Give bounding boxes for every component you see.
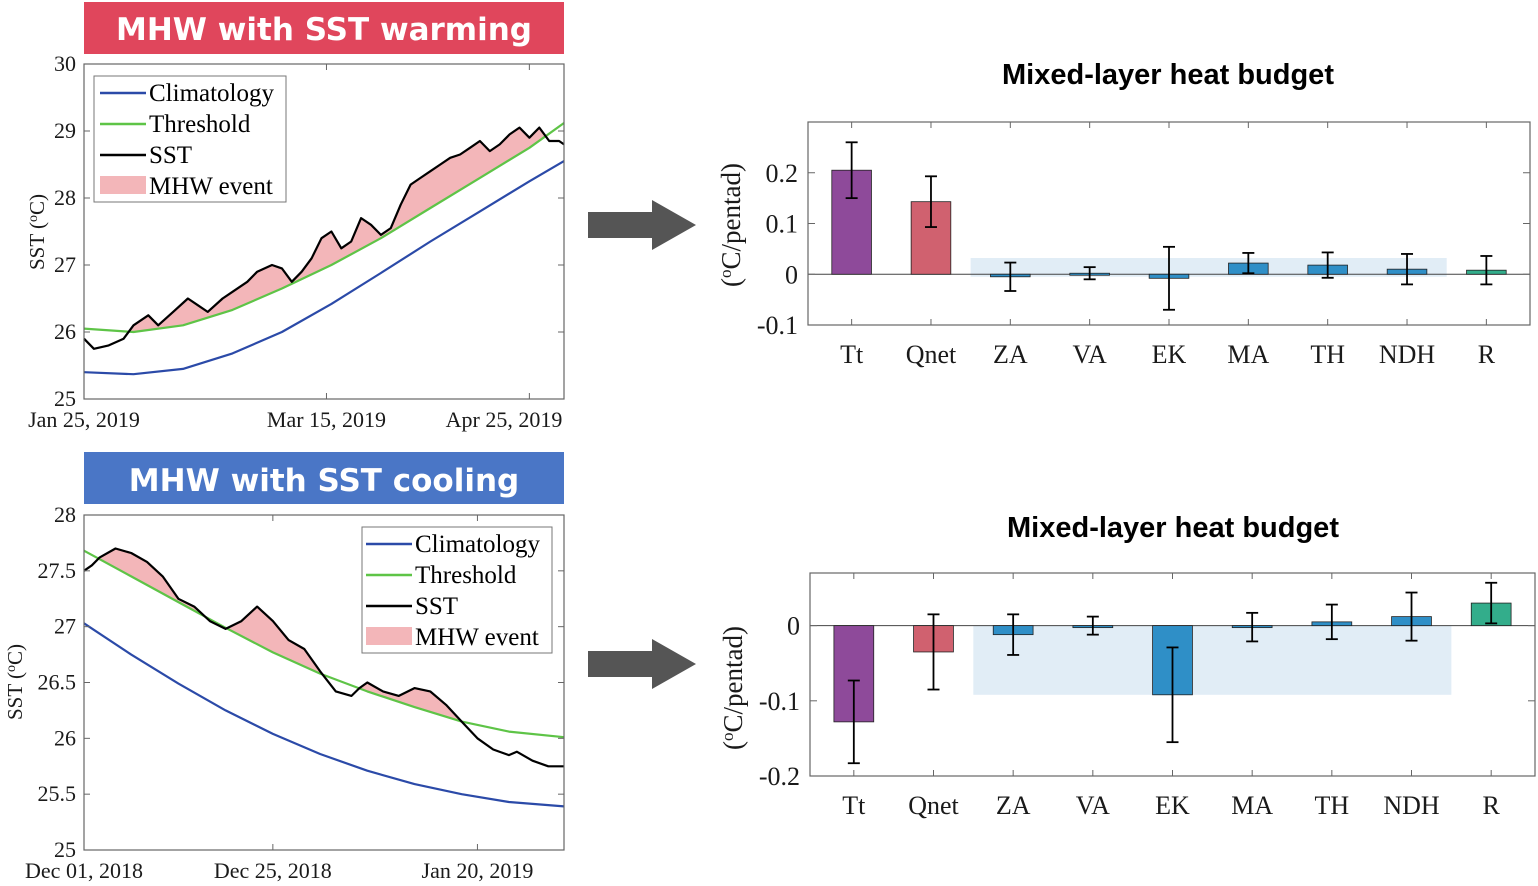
sst-line bbox=[83, 126, 565, 350]
warming-axes-box bbox=[83, 63, 565, 400]
warming-budget-y-axis-label: (oC/pentad) bbox=[716, 163, 747, 287]
category-label: NDH bbox=[1379, 340, 1436, 369]
legend-label-mhw-event: MHW event bbox=[149, 173, 273, 200]
x-tick-label: Dec 01, 2018 bbox=[25, 858, 143, 883]
x-tick-label: Apr 25, 2019 bbox=[446, 407, 563, 432]
y-tick-label: -0.2 bbox=[759, 762, 800, 791]
legend-label-climatology: Climatology bbox=[149, 80, 275, 107]
warming-budget-title: Mixed-layer heat budget bbox=[1002, 59, 1334, 91]
y-tick-label: 28 bbox=[54, 185, 76, 210]
y-tick-label: 25 bbox=[54, 386, 76, 411]
y-tick-label: 26.5 bbox=[38, 670, 77, 695]
legend-label-climatology: Climatology bbox=[415, 531, 541, 558]
warming-budget-y-ticks: -0.1 0 0.1 0.2 bbox=[757, 159, 1530, 340]
category-label: VA bbox=[1076, 791, 1110, 820]
warming-banner bbox=[84, 2, 564, 54]
warming-budget-panel: Mixed-layer heat budget -0.1 0 0.1 0.2 Tt Qn… bbox=[716, 59, 1531, 369]
y-tick-label: 29 bbox=[54, 118, 76, 143]
warming-banner-text: MHW with SST warming bbox=[116, 12, 532, 48]
warming-budget-plot-area bbox=[808, 141, 1530, 311]
cooling-y-ticks: 25 25.5 26 26.5 27 27.5 28 bbox=[38, 502, 564, 862]
category-label: TH bbox=[1315, 791, 1350, 820]
y-tick-label: 28 bbox=[54, 502, 76, 527]
category-label: Qnet bbox=[908, 791, 959, 820]
y-tick-label: -0.1 bbox=[757, 311, 798, 340]
cooling-budget-panel: Mixed-layer heat budget -0.2 -0.1 0 Tt Qnet… bbox=[718, 512, 1536, 820]
category-label: Qnet bbox=[906, 340, 957, 369]
legend-label-sst: SST bbox=[149, 142, 192, 169]
warming-budget-categories: Tt Qnet ZA VA EK MA TH NDH R bbox=[840, 122, 1496, 369]
cooling-panel: MHW with SST cooling 2525.52626.52727.52… bbox=[3, 452, 565, 883]
y-tick-label: 0.1 bbox=[766, 210, 799, 239]
arrow-right-icon bbox=[588, 639, 696, 689]
cooling-budget-title: Mixed-layer heat budget bbox=[1007, 512, 1339, 544]
legend-label-threshold: Threshold bbox=[415, 562, 517, 589]
category-label: Tt bbox=[840, 340, 864, 369]
x-tick-label: Dec 25, 2018 bbox=[214, 858, 332, 883]
y-tick-label: 26 bbox=[54, 319, 76, 344]
legend-label-sst: SST bbox=[415, 593, 458, 620]
x-tick-label: Mar 15, 2019 bbox=[267, 407, 386, 432]
cooling-budget-y-axis-label: (oC/pentad) bbox=[718, 626, 749, 750]
y-tick-label: 27 bbox=[54, 614, 76, 639]
arrow-right-icon bbox=[588, 200, 696, 250]
y-tick-label: 27.5 bbox=[38, 558, 77, 583]
x-tick-label: Jan 20, 2019 bbox=[422, 858, 534, 883]
category-label: EK bbox=[1155, 791, 1190, 820]
cooling-banner-text: MHW with SST cooling bbox=[129, 463, 519, 499]
warming-plot-area bbox=[83, 122, 565, 376]
shaded-band bbox=[973, 625, 1452, 695]
y-tick-label: 0 bbox=[787, 612, 800, 641]
threshold-line bbox=[83, 122, 565, 334]
legend-label-mhw-event: MHW event bbox=[415, 624, 539, 651]
cooling-plot-area bbox=[83, 547, 565, 808]
climatology-line bbox=[83, 622, 565, 808]
y-tick-label: -0.1 bbox=[759, 687, 800, 716]
legend-label-threshold: Threshold bbox=[149, 111, 251, 138]
y-tick-label: 30 bbox=[54, 51, 76, 76]
cooling-x-ticks: Dec 01, 2018 Dec 25, 2018 Jan 20, 2019 bbox=[25, 515, 533, 883]
category-label: NDH bbox=[1383, 791, 1440, 820]
category-label: TH bbox=[1310, 340, 1345, 369]
cooling-banner bbox=[84, 452, 564, 504]
category-label: Tt bbox=[842, 791, 866, 820]
warming-legend: Climatology Threshold SST MHW event bbox=[93, 75, 287, 203]
y-tick-label: 26 bbox=[54, 725, 76, 750]
category-label: ZA bbox=[996, 791, 1031, 820]
y-tick-label: 25 bbox=[54, 837, 76, 862]
sst-line bbox=[83, 547, 564, 768]
mhw-event-area bbox=[99, 548, 205, 617]
category-label: ZA bbox=[993, 340, 1028, 369]
cooling-budget-plot-area bbox=[810, 581, 1535, 765]
threshold-line bbox=[83, 549, 565, 739]
category-label: R bbox=[1483, 791, 1501, 820]
y-tick-label: 25.5 bbox=[38, 781, 77, 806]
x-tick-label: Jan 25, 2019 bbox=[28, 407, 140, 432]
category-label: EK bbox=[1152, 340, 1187, 369]
category-label: MA bbox=[1227, 340, 1269, 369]
legend-swatch-mhw-event bbox=[366, 627, 412, 645]
cooling-y-axis-label: SST (oC) bbox=[3, 644, 27, 720]
cooling-legend: Climatology Threshold SST MHW event bbox=[361, 526, 553, 654]
category-label: R bbox=[1478, 340, 1496, 369]
warming-panel: MHW with SST warming 25 26 27 28 29 30 Jan 25… bbox=[25, 2, 565, 432]
category-label: VA bbox=[1073, 340, 1107, 369]
mhw-event-area bbox=[128, 127, 545, 332]
legend-swatch-mhw-event bbox=[100, 176, 146, 194]
warming-y-ticks: 25 26 27 28 29 30 bbox=[54, 51, 564, 411]
category-label: MA bbox=[1231, 791, 1273, 820]
y-tick-label: 0.2 bbox=[766, 159, 799, 188]
climatology-line bbox=[83, 160, 565, 376]
mhw-event-area bbox=[227, 606, 323, 675]
warming-y-axis-label: SST (oC) bbox=[25, 194, 49, 270]
y-tick-label: 0 bbox=[785, 260, 798, 289]
warming-x-ticks: Jan 25, 2019 Mar 15, 2019 Apr 25, 2019 bbox=[28, 64, 562, 432]
y-tick-label: 27 bbox=[54, 252, 76, 277]
cooling-budget-y-ticks: -0.2 -0.1 0 bbox=[759, 612, 1535, 791]
cooling-budget-categories: Tt Qnet ZA VA EK MA TH NDH R bbox=[842, 573, 1501, 820]
